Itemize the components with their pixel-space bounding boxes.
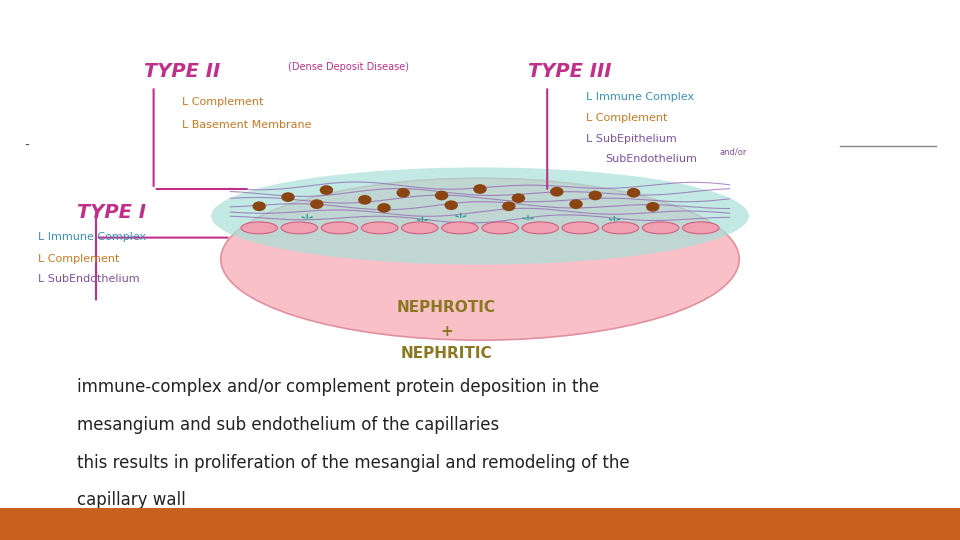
- Ellipse shape: [569, 199, 583, 209]
- Ellipse shape: [310, 199, 324, 209]
- Text: L Immune Complex: L Immune Complex: [586, 92, 694, 102]
- Ellipse shape: [602, 222, 638, 234]
- Text: L Complement: L Complement: [38, 254, 120, 264]
- Ellipse shape: [646, 202, 660, 212]
- Ellipse shape: [627, 188, 640, 198]
- Ellipse shape: [281, 192, 295, 202]
- Ellipse shape: [442, 222, 478, 234]
- Text: capillary wall: capillary wall: [77, 491, 185, 509]
- Ellipse shape: [435, 191, 448, 200]
- Text: TYPE II: TYPE II: [144, 62, 220, 81]
- Text: -: -: [24, 139, 29, 153]
- Ellipse shape: [482, 222, 518, 234]
- Ellipse shape: [642, 222, 679, 234]
- Ellipse shape: [211, 167, 749, 265]
- Ellipse shape: [473, 184, 487, 194]
- Text: TYPE III: TYPE III: [528, 62, 612, 81]
- Ellipse shape: [512, 193, 525, 203]
- Text: and/or: and/or: [720, 148, 748, 157]
- Ellipse shape: [522, 222, 559, 234]
- Text: L SubEpithelium: L SubEpithelium: [586, 134, 677, 144]
- Text: +: +: [440, 324, 453, 339]
- Ellipse shape: [683, 222, 719, 234]
- Text: immune-complex and/or complement protein deposition in the: immune-complex and/or complement protein…: [77, 378, 599, 396]
- Ellipse shape: [396, 188, 410, 198]
- Ellipse shape: [401, 222, 438, 234]
- Ellipse shape: [563, 222, 599, 234]
- Ellipse shape: [361, 222, 397, 234]
- Ellipse shape: [358, 195, 372, 205]
- Text: L Basement Membrane: L Basement Membrane: [182, 120, 312, 130]
- Text: this results in proliferation of the mesangial and remodeling of the: this results in proliferation of the mes…: [77, 454, 630, 471]
- Ellipse shape: [221, 178, 739, 340]
- Text: L Complement: L Complement: [182, 97, 264, 107]
- Text: TYPE I: TYPE I: [77, 202, 146, 221]
- Text: SubEndothelium: SubEndothelium: [605, 154, 697, 164]
- Text: L Complement: L Complement: [586, 113, 667, 124]
- Ellipse shape: [320, 185, 333, 195]
- Text: NEPHRITIC: NEPHRITIC: [400, 346, 492, 361]
- Ellipse shape: [377, 203, 391, 213]
- Ellipse shape: [252, 201, 266, 211]
- Text: (Dense Deposit Disease): (Dense Deposit Disease): [288, 62, 409, 72]
- Ellipse shape: [241, 222, 277, 234]
- Text: mesangium and sub endothelium of the capillaries: mesangium and sub endothelium of the cap…: [77, 416, 499, 434]
- FancyBboxPatch shape: [0, 508, 960, 540]
- Text: L Immune Complex: L Immune Complex: [38, 232, 147, 242]
- Ellipse shape: [550, 187, 564, 197]
- Ellipse shape: [444, 200, 458, 210]
- Text: L SubEndothelium: L SubEndothelium: [38, 274, 140, 285]
- Ellipse shape: [322, 222, 358, 234]
- Ellipse shape: [502, 201, 516, 211]
- Ellipse shape: [588, 191, 602, 200]
- Text: NEPHROTIC: NEPHROTIC: [396, 300, 496, 315]
- Ellipse shape: [281, 222, 318, 234]
